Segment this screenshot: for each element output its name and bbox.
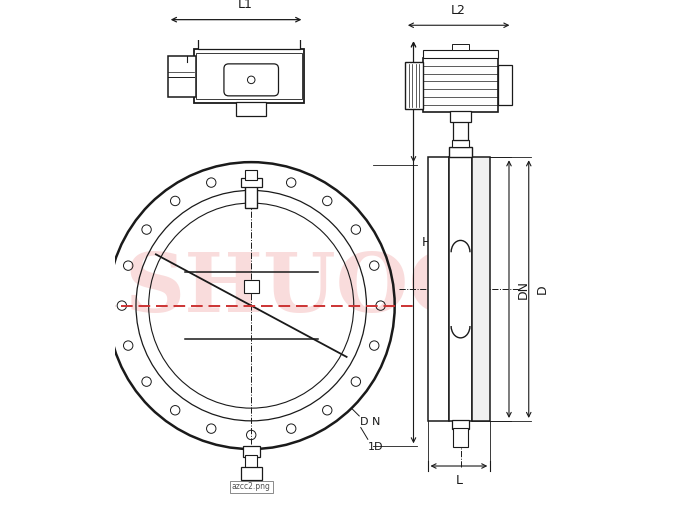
Bar (449, 147, 472, 157)
Text: D N: D N (360, 418, 381, 427)
Bar (244, 280, 259, 293)
Bar (198, 38, 300, 49)
Bar (245, 170, 258, 180)
Text: 1D: 1D (368, 442, 384, 451)
Text: SHUOO: SHUOO (125, 249, 482, 329)
Bar (245, 182, 258, 208)
Text: H1: H1 (422, 236, 439, 249)
Text: L1: L1 (238, 0, 253, 11)
Bar (245, 455, 258, 468)
Bar (473, 157, 490, 421)
Bar (194, 49, 304, 103)
Text: D: D (536, 284, 548, 294)
Bar (241, 467, 262, 480)
Text: azcc2.png: azcc2.png (232, 482, 271, 491)
Bar (168, 56, 196, 97)
Bar (423, 58, 498, 112)
Bar (452, 141, 469, 147)
Bar (452, 44, 469, 50)
Bar (243, 446, 260, 457)
Bar (498, 65, 512, 105)
Text: DN: DN (517, 280, 529, 299)
Bar (236, 102, 266, 116)
Bar (196, 52, 302, 99)
Text: L2: L2 (452, 4, 466, 17)
Text: H2: H2 (422, 95, 439, 108)
Bar (452, 420, 469, 429)
Bar (423, 50, 498, 58)
Bar (449, 157, 472, 421)
Bar (453, 428, 468, 447)
Bar (453, 112, 468, 141)
Bar (405, 62, 423, 109)
Bar (428, 157, 449, 421)
Bar (241, 178, 262, 187)
FancyBboxPatch shape (224, 64, 279, 96)
Bar (450, 111, 471, 122)
Text: L: L (456, 475, 463, 487)
